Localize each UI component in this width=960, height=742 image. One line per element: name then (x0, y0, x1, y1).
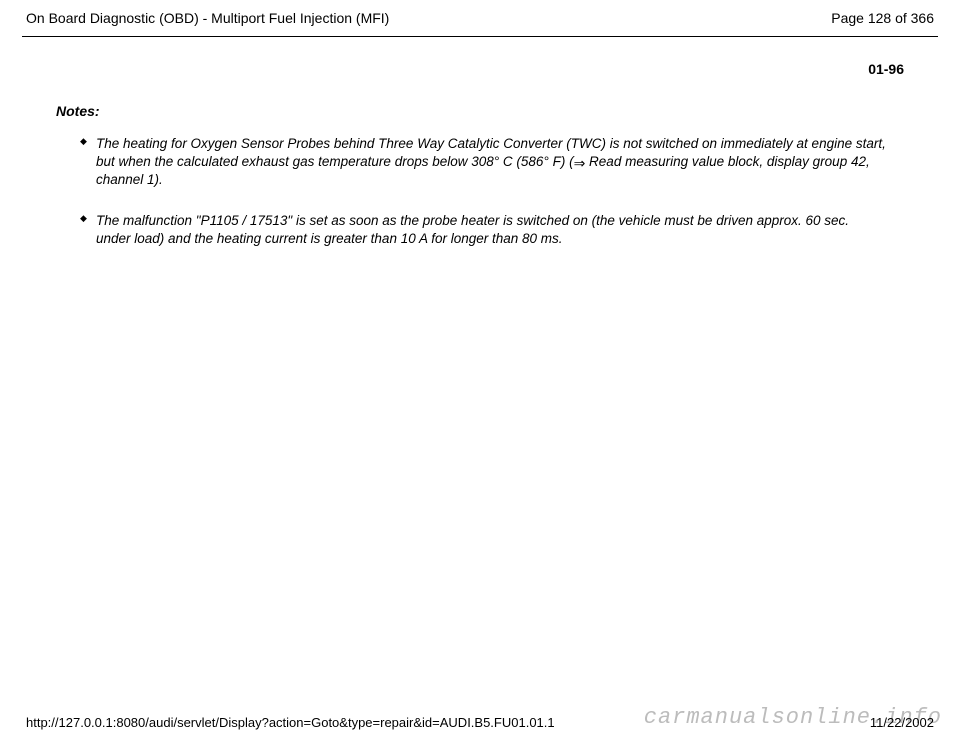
footer-url: http://127.0.0.1:8080/audi/servlet/Displ… (26, 715, 555, 730)
notes-list: The heating for Oxygen Sensor Probes beh… (82, 135, 886, 248)
document-page: On Board Diagnostic (OBD) - Multiport Fu… (0, 0, 960, 742)
page-header: On Board Diagnostic (OBD) - Multiport Fu… (20, 10, 940, 26)
notes-heading: Notes: (56, 103, 940, 119)
page-footer: http://127.0.0.1:8080/audi/servlet/Displ… (20, 715, 940, 730)
note-text-pre: The malfunction "P1105 / 17513" is set a… (96, 213, 849, 246)
footer-date: 11/22/2002 (870, 715, 934, 730)
list-item: The heating for Oxygen Sensor Probes beh… (82, 135, 886, 190)
header-divider (22, 36, 938, 37)
doc-title: On Board Diagnostic (OBD) - Multiport Fu… (26, 10, 389, 26)
list-item: The malfunction "P1105 / 17513" is set a… (82, 212, 886, 248)
page-indicator: Page 128 of 366 (831, 10, 934, 26)
section-number: 01-96 (20, 61, 904, 77)
